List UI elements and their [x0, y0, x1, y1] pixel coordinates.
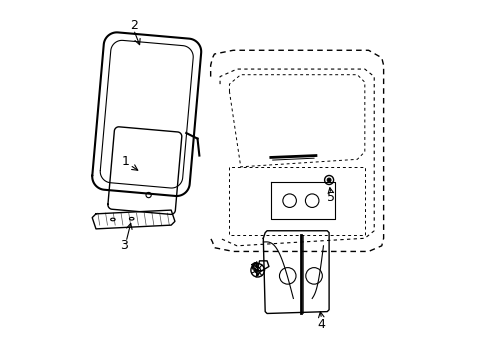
Circle shape [326, 178, 330, 182]
Text: 4: 4 [317, 318, 325, 330]
Text: 6: 6 [249, 261, 257, 274]
Text: 3: 3 [120, 239, 128, 252]
Text: 2: 2 [129, 19, 137, 32]
Text: 5: 5 [326, 191, 334, 204]
Text: 1: 1 [122, 155, 130, 168]
